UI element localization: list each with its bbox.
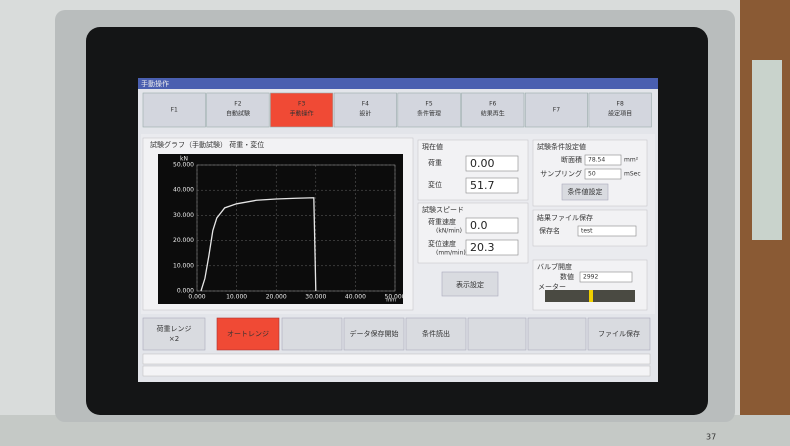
page-number: 37 bbox=[706, 433, 716, 442]
load-label: 荷重 bbox=[428, 158, 442, 167]
save-name: test bbox=[581, 228, 593, 235]
tab-key: F5 bbox=[425, 101, 432, 108]
area-unit: mm² bbox=[624, 157, 639, 164]
load-rate-unit: (kN/min) bbox=[436, 228, 462, 235]
disp-rate-value: 20.3 bbox=[470, 241, 495, 254]
chart-title: 試験グラフ（手動試験） 荷重・変位 bbox=[150, 140, 264, 149]
tab-label: 設計 bbox=[359, 110, 371, 118]
screenshot: 手動操作 F1 F2 自動試験 F3 手動操作 F4 設計 F5 条件管理 F6 結果再生 F7 F8 設… bbox=[0, 0, 790, 446]
x-tick-label: 50.000 bbox=[385, 294, 406, 301]
data-save-label: データ保存開始 bbox=[350, 329, 399, 338]
sampling-value: 50 bbox=[588, 171, 596, 178]
tab-key: F4 bbox=[362, 101, 369, 108]
auto-range-label: オートレンジ bbox=[227, 330, 269, 338]
tab-key: F3 bbox=[298, 101, 305, 108]
tab-label: 自動試験 bbox=[226, 110, 250, 118]
disp-label: 変位 bbox=[428, 180, 442, 189]
speed-title: 試験スピード bbox=[422, 205, 464, 214]
tab-label: 条件管理 bbox=[417, 110, 441, 118]
valve-title: バルブ開度 bbox=[537, 262, 572, 271]
load-value: 0.00 bbox=[470, 157, 495, 170]
load-range-button[interactable] bbox=[143, 318, 205, 350]
area-label: 断面積 bbox=[561, 155, 582, 164]
load-range-label: ×2 bbox=[169, 335, 179, 343]
load-rate-value: 0.0 bbox=[470, 219, 488, 232]
tab-key: F7 bbox=[553, 107, 560, 114]
meter-label: メーター bbox=[538, 282, 566, 291]
display-button-label: 表示設定 bbox=[456, 280, 484, 289]
save-name-label: 保存名 bbox=[539, 226, 560, 235]
tab-key: F2 bbox=[234, 101, 241, 108]
current-title: 現在値 bbox=[422, 142, 443, 151]
load-rate-label: 荷重速度 bbox=[428, 217, 456, 226]
blank-button[interactable] bbox=[468, 318, 526, 350]
disp-value: 51.7 bbox=[470, 179, 495, 192]
valve-value: 2992 bbox=[583, 274, 598, 281]
meter-needle bbox=[589, 290, 593, 302]
conditions-title: 試験条件設定値 bbox=[537, 142, 586, 151]
x-tick-label: 10.000 bbox=[226, 294, 247, 301]
status-bar bbox=[143, 354, 650, 364]
tab-key: F8 bbox=[617, 101, 624, 108]
save-title: 結果ファイル保存 bbox=[537, 213, 593, 222]
sampling-label: サンプリング bbox=[540, 169, 582, 178]
blank-button[interactable] bbox=[282, 318, 342, 350]
y-tick-label: 20.000 bbox=[173, 237, 194, 244]
y-tick-label: 50.000 bbox=[173, 162, 194, 169]
screen-title: 手動操作 bbox=[141, 79, 169, 88]
blank-button[interactable] bbox=[528, 318, 586, 350]
file-save-label: ファイル保存 bbox=[598, 329, 640, 338]
y-tick-label: 40.000 bbox=[173, 187, 194, 194]
title-bar bbox=[138, 78, 658, 89]
tab-label: 設定項目 bbox=[608, 110, 632, 118]
y-tick-label: 10.000 bbox=[173, 262, 194, 269]
disp-rate-label: 変位速度 bbox=[428, 239, 456, 248]
load-range-label: 荷重レンジ bbox=[157, 324, 192, 333]
x-tick-label: 20.000 bbox=[266, 294, 287, 301]
y-tick-label: 30.000 bbox=[173, 212, 194, 219]
conditions-button-label: 条件値設定 bbox=[568, 187, 603, 196]
tab-label: 手動操作 bbox=[290, 110, 314, 118]
x-tick-label: 40.000 bbox=[345, 294, 366, 301]
x-tick-label: 0.000 bbox=[188, 294, 205, 301]
read-conditions-label: 条件読出 bbox=[422, 329, 450, 338]
window bbox=[752, 60, 782, 240]
valve-value-label: 数値 bbox=[560, 272, 574, 281]
tab-key: F6 bbox=[489, 101, 496, 108]
status-bar bbox=[143, 366, 650, 376]
disp-rate-unit: (mm/min) bbox=[436, 250, 466, 257]
tab-label: 結果再生 bbox=[481, 110, 505, 118]
sampling-unit: mSec bbox=[624, 171, 641, 178]
tab-key: F1 bbox=[171, 107, 178, 114]
area-value: 78.54 bbox=[588, 157, 605, 164]
x-tick-label: 30.000 bbox=[305, 294, 326, 301]
plot bbox=[158, 154, 403, 304]
